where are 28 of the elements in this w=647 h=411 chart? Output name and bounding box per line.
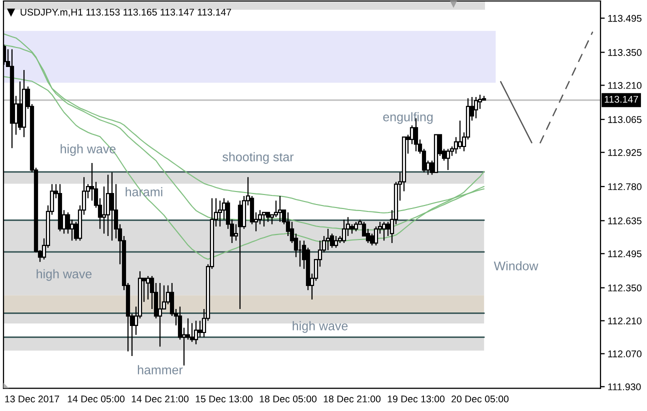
y-tick-label: 112.925 [608,149,642,156]
annotation: high wave [292,321,348,333]
annotation: Window [494,261,538,270]
y-tick-label: 112.635 [608,217,642,224]
y-tick-label: 112.495 [608,250,642,258]
text: USDJPY.m,H1 113.153 113.165 113.147 113.147 [20,8,232,17]
annotation: hammer [138,365,183,374]
y-tick-label: 112.210 [608,317,642,324]
x-tick-label: 18 Dec 05:00 [260,396,317,402]
y-tick-label: 113.065 [608,116,642,124]
y-tick-label: 113.210 [608,82,642,89]
y-tick-label: 113.350 [608,49,642,56]
x-tick-label: 14 Dec 21:00 [132,396,189,402]
y-tick-label: 113.495 [608,14,642,22]
y-tick-label: 112.350 [608,284,642,292]
annotation: high wave [36,269,92,281]
y-tick-label: 112.070 [608,350,642,358]
ref-line-label: 113.147 [604,96,638,103]
x-tick-label: 18 Dec 21:00 [324,396,381,402]
x-tick-label: 14 Dec 05:00 [68,396,125,402]
x-tick-label: 19 Dec 13:00 [388,396,445,402]
x-tick-label: 20 Dec 05:00 [452,396,509,402]
x-tick-label: 15 Dec 13:00 [196,396,253,402]
x-tick-label: 13 Dec 2017 [5,396,60,402]
y-tick-label: 111.930 [608,383,641,390]
annotation: shooting star [222,152,294,164]
annotation: engulfing [383,112,433,124]
y-tick-label: 112.780 [608,183,642,190]
